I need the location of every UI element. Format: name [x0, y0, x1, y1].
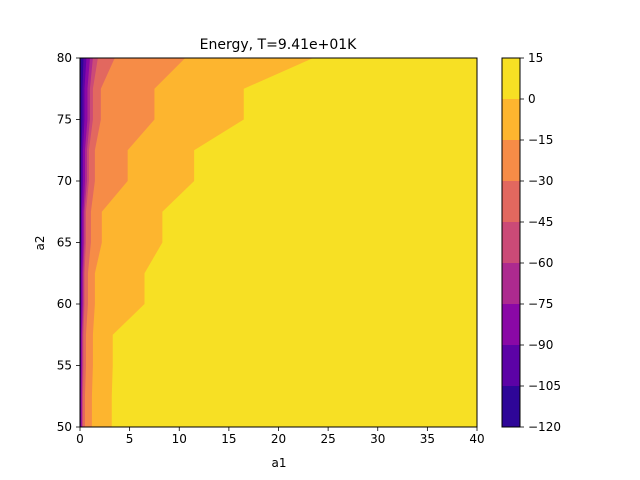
contour-band-m105-to-m90 [80, 58, 87, 427]
x-tick-label: 15 [221, 432, 236, 446]
contour-band-m15-to-0 [80, 58, 314, 427]
colorbar-tick-label: −120 [528, 420, 561, 434]
colorbar: 15 0 −15 −30 −45 −60 −75 −90 −105 −120 [501, 51, 561, 434]
colorbar-tick-label: −60 [528, 256, 553, 270]
x-tick-label: 35 [420, 432, 435, 446]
x-tick-label: 5 [126, 432, 134, 446]
y-tick-label: 80 [57, 51, 72, 65]
x-tick-label: 0 [76, 432, 84, 446]
colorbar-tick-label: −75 [528, 297, 553, 311]
x-tick-label: 10 [172, 432, 187, 446]
x-tick-label: 25 [320, 432, 335, 446]
colorbar-segment [502, 99, 520, 140]
y-axis-label: a2 [33, 236, 47, 251]
x-axis-label: a1 [272, 456, 287, 470]
x-tick-label: 40 [469, 432, 484, 446]
colorbar-tick-label: −90 [528, 338, 553, 352]
colorbar-tick-label: −45 [528, 215, 553, 229]
colorbar-segment [502, 345, 520, 386]
colorbar-segment [502, 181, 520, 222]
x-tick-label: 30 [370, 432, 385, 446]
y-tick-label: 65 [57, 236, 72, 250]
y-tick-label: 50 [57, 420, 72, 434]
y-tick-label: 55 [57, 359, 72, 373]
colorbar-segment [502, 222, 520, 263]
colorbar-tick-label: −30 [528, 174, 553, 188]
contour-band-m120-to-m105 [80, 58, 84, 427]
y-axis: 50 55 60 65 70 75 80 [57, 51, 80, 434]
x-tick-label: 20 [271, 432, 286, 446]
colorbar-tick-label: 0 [528, 92, 536, 106]
colorbar-segment [502, 58, 520, 99]
colorbar-segment [502, 263, 520, 304]
colorbar-segment [502, 304, 520, 345]
colorbar-tick-label: −15 [528, 133, 553, 147]
colorbar-segment [502, 386, 520, 427]
x-axis: 0 5 10 15 20 25 30 35 40 [76, 427, 485, 446]
plot-area [79, 57, 478, 428]
colorbar-tick-label: −105 [528, 379, 561, 393]
colorbar-tick-label: 15 [528, 51, 543, 65]
chart-title: Energy, T=9.41e+01K [200, 37, 358, 53]
y-tick-label: 60 [57, 297, 72, 311]
y-tick-label: 70 [57, 174, 72, 188]
colorbar-frame [501, 57, 521, 428]
y-tick-label: 75 [57, 113, 72, 127]
contour-band-m30-to-m15 [80, 58, 186, 427]
colorbar-segment [502, 140, 520, 181]
